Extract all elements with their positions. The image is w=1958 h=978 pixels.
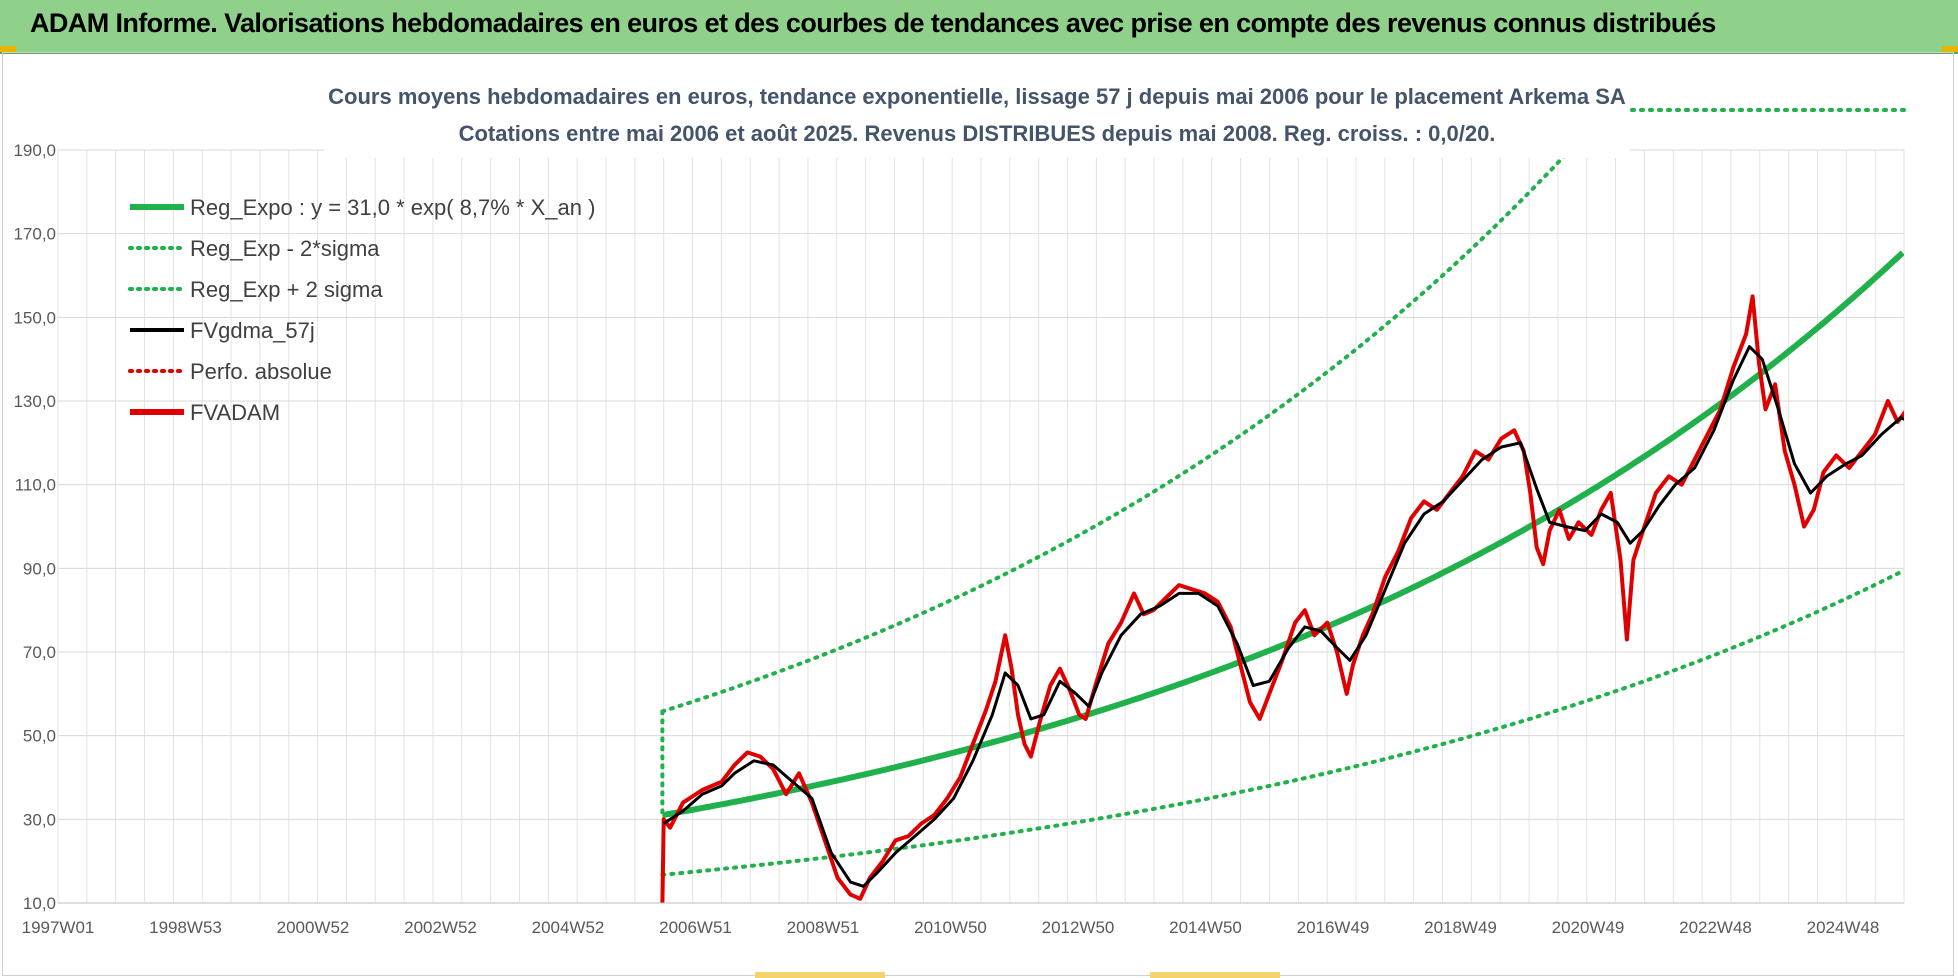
y-tick-label: 110,0	[15, 476, 56, 495]
legend-label: Reg_Expo : y = 31,0 * exp( 8,7% * X_an )	[190, 195, 595, 220]
x-tick-label: 2012W50	[1042, 918, 1115, 937]
legend-item: Reg_Exp - 2*sigma	[128, 236, 380, 261]
x-tick-label: 2020W49	[1552, 918, 1625, 937]
y-tick-label: 190,0	[13, 141, 56, 160]
series-reg-exp-plus-2sigma	[660, 150, 1570, 714]
footer-marker	[1150, 972, 1280, 978]
x-tick-label: 2018W49	[1424, 918, 1497, 937]
series-reg-expo	[661, 250, 1904, 819]
report-title: ADAM Informe. Valorisations hebdomadaire…	[30, 8, 1716, 38]
x-tick-label: 2016W49	[1297, 918, 1370, 937]
x-tick-label: 2010W50	[914, 918, 987, 937]
y-tick-label: 130,0	[13, 392, 56, 411]
legend-item: FVgdma_57j	[130, 318, 315, 343]
x-tick-label: 2006W51	[659, 918, 732, 937]
legend-label: Perfo. absolue	[190, 359, 332, 384]
legend-item: Reg_Expo : y = 31,0 * exp( 8,7% * X_an )	[130, 195, 595, 220]
y-tick-label: 70,0	[23, 643, 56, 662]
chart-grid	[57, 149, 1905, 904]
y-tick-label: 150,0	[13, 308, 56, 327]
legend-label: Reg_Exp - 2*sigma	[190, 236, 380, 261]
chart-legend: Reg_Expo : y = 31,0 * exp( 8,7% * X_an )…	[128, 195, 595, 425]
legend-label: FVgdma_57j	[190, 318, 315, 343]
legend-label: Reg_Exp + 2 sigma	[190, 277, 383, 302]
x-tick-label: 2024W48	[1807, 918, 1880, 937]
y-tick-label: 50,0	[23, 727, 56, 746]
chart-series-layer	[660, 150, 1904, 903]
x-tick-label: 1998W53	[149, 918, 222, 937]
chart-subtitle: Cotations entre mai 2006 et août 2025. R…	[459, 121, 1496, 146]
y-tick-label: 30,0	[23, 810, 56, 829]
x-tick-label: 2022W48	[1679, 918, 1752, 937]
x-tick-label: 2014W50	[1169, 918, 1242, 937]
series-fvadam	[660, 294, 1904, 903]
legend-label: FVADAM	[190, 400, 280, 425]
x-tick-label: 1997W01	[22, 918, 95, 937]
y-tick-label: 10,0	[23, 894, 56, 913]
y-tick-label: 90,0	[23, 559, 56, 578]
x-tick-label: 2002W52	[404, 918, 477, 937]
footer-marker	[755, 972, 885, 978]
legend-item: FVADAM	[130, 400, 280, 425]
chart-frame	[2, 52, 1954, 976]
report-header: ADAM Informe. Valorisations hebdomadaire…	[0, 0, 1958, 54]
chart-axes: 10,0 30,0 50,0 70,0 90,0 110,0 130,0 150,0 170,0…	[13, 141, 1904, 937]
corner-marker-left	[0, 46, 16, 52]
series-fvgdma-57j	[662, 345, 1904, 888]
legend-item: Reg_Exp + 2 sigma	[128, 277, 383, 302]
x-tick-label: 2004W52	[532, 918, 605, 937]
chart-title: Cours moyens hebdomadaires en euros, ten…	[328, 84, 1626, 109]
corner-marker-right	[1942, 46, 1958, 52]
title-box	[324, 70, 1630, 158]
series-reg-exp-minus-2sigma	[660, 569, 1904, 877]
x-tick-label: 2008W51	[787, 918, 860, 937]
legend-item: Perfo. absolue	[128, 359, 332, 384]
y-tick-label: 170,0	[13, 225, 56, 244]
x-tick-label: 2000W52	[277, 918, 350, 937]
